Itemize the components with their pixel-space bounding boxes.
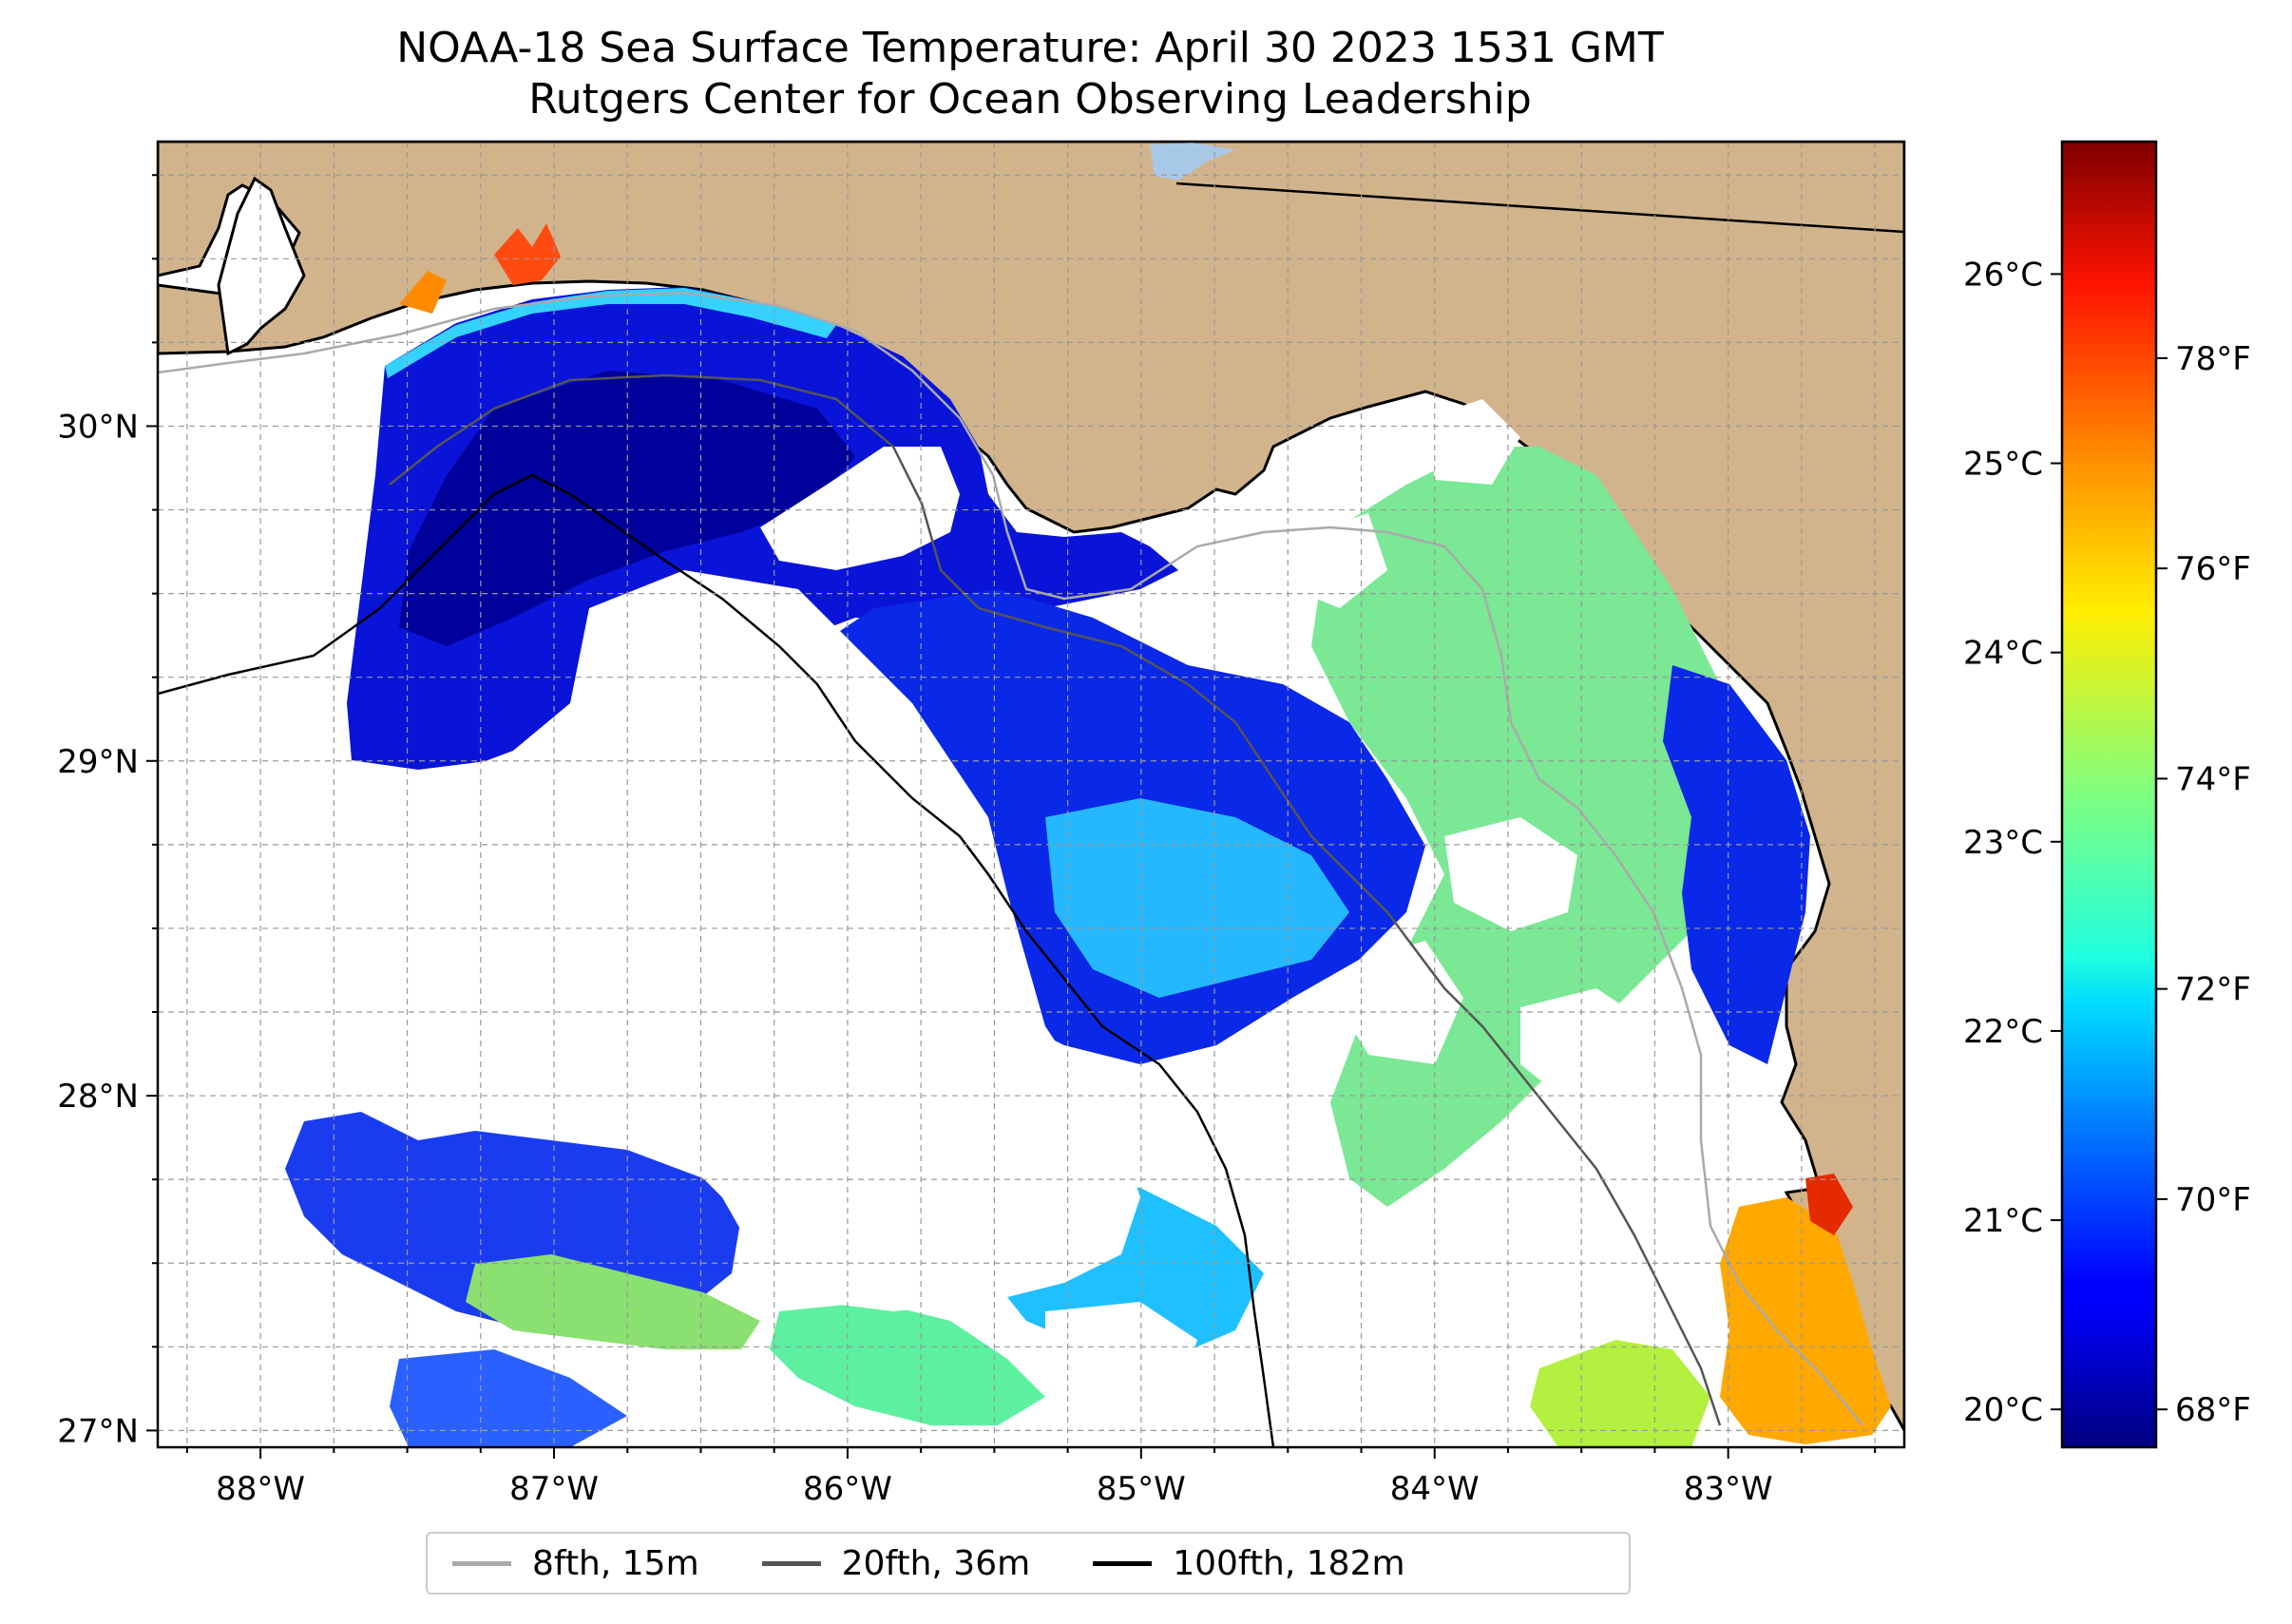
sst-patch-nw-coast-warm: [385, 288, 836, 378]
fahrenheit-tick-label: 72°F: [2175, 971, 2251, 1009]
celsius-tick-label: 22°C: [1963, 1013, 2043, 1051]
gridlines: [158, 142, 1904, 1447]
y-tick-label: 27°N: [57, 1412, 139, 1450]
sst-patch-sw-bottom: [390, 1349, 627, 1447]
sst-patch-bottom-green: [1530, 1340, 1710, 1447]
no-data-gap: [1425, 399, 1520, 485]
no-data-gap: [1444, 817, 1577, 931]
sst-patch-s-green: [770, 1302, 1045, 1425]
legend-swatch-8fth: [452, 1560, 511, 1566]
y-tick-label: 29°N: [57, 743, 139, 781]
legend-label-20fth: 20fth, 36m: [841, 1543, 1031, 1583]
fahrenheit-tick-label: 68°F: [2175, 1391, 2251, 1429]
map-area: [158, 142, 1904, 1447]
y-tick-label: 30°N: [57, 408, 139, 446]
no-data-gap: [1577, 1121, 1739, 1245]
x-tick-label: 87°W: [509, 1470, 599, 1508]
colorbar-fahrenheit-axis: 68°F 70°F 72°F 74°F 76°F 78°F: [2156, 340, 2251, 1429]
legend-item-100fth: 100fth, 182m: [1093, 1543, 1405, 1583]
x-tick-label: 88°W: [216, 1470, 305, 1508]
celsius-tick-label: 21°C: [1963, 1202, 2043, 1240]
x-tick-label: 85°W: [1097, 1470, 1186, 1508]
colorbar: [2060, 140, 2158, 1449]
no-data-gap: [1045, 1302, 1197, 1406]
celsius-tick-label: 24°C: [1963, 635, 2043, 673]
bay-water: [217, 176, 306, 356]
sst-patch-coast-hot2: [399, 271, 447, 314]
chart-title: NOAA-18 Sea Surface Temperature: April 3…: [396, 24, 1664, 72]
state-border: [1175, 182, 1904, 234]
sst-patch-coast-hot: [494, 223, 561, 285]
no-data-gap: [1292, 513, 1387, 608]
x-tick-label: 83°W: [1684, 1470, 1773, 1508]
sst-patch-central-cyan: [1045, 798, 1349, 998]
latitude-axis: 27°N 28°N 29°N 30°N: [57, 174, 158, 1450]
fahrenheit-tick-label: 74°F: [2175, 760, 2251, 798]
celsius-tick-label: 25°C: [1963, 446, 2043, 484]
legend-item-20fth: 20fth, 36m: [761, 1543, 1031, 1583]
depth-contour-legend: 8fth, 15m 20fth, 36m 100fth, 182m: [426, 1532, 1631, 1595]
celsius-tick-label: 23°C: [1963, 824, 2043, 862]
sst-patch-sw-green: [466, 1254, 760, 1349]
fahrenheit-tick-label: 78°F: [2175, 340, 2251, 378]
no-data-gaps: [361, 399, 1739, 1406]
legend-label-100fth: 100fth, 182m: [1173, 1543, 1405, 1583]
fahrenheit-tick-label: 70°F: [2175, 1181, 2251, 1219]
legend-item-8fth: 8fth, 15m: [452, 1544, 699, 1583]
sst-patch-east-coast-blue: [1663, 665, 1810, 1064]
contour-100fth: [158, 473, 1275, 1447]
land-mass: [158, 142, 1904, 1434]
map-frame: [156, 140, 1906, 1449]
contour-20fth: [389, 373, 1722, 1426]
fahrenheit-tick-label: 76°F: [2175, 550, 2251, 588]
sst-patch-se-red: [1805, 1174, 1853, 1235]
no-data-gap: [361, 570, 1140, 1311]
contour-8fth: [158, 291, 1863, 1426]
x-tick-label: 86°W: [803, 1470, 892, 1508]
legend-label-8fth: 8fth, 15m: [532, 1543, 699, 1583]
celsius-tick-label: 20°C: [1963, 1391, 2043, 1429]
legend-swatch-20fth: [761, 1560, 821, 1566]
no-data-gap: [1197, 1083, 1311, 1169]
x-tick-label: 84°W: [1390, 1470, 1480, 1508]
chart-subtitle: Rutgers Center for Ocean Observing Leade…: [528, 75, 1532, 124]
colorbar-celsius-axis: 20°C 21°C 22°C 23°C 24°C 25°C 26°C: [1963, 256, 2062, 1429]
sst-patch-se-orange: [1720, 1197, 1891, 1444]
y-tick-label: 28°N: [57, 1078, 139, 1116]
no-data-gap: [1520, 988, 1653, 1102]
longitude-axis: 88°W 87°W 86°W 85°W 84°W 83°W: [185, 1447, 1877, 1508]
celsius-tick-label: 26°C: [1963, 256, 2043, 294]
legend-swatch-100fth: [1093, 1560, 1153, 1566]
